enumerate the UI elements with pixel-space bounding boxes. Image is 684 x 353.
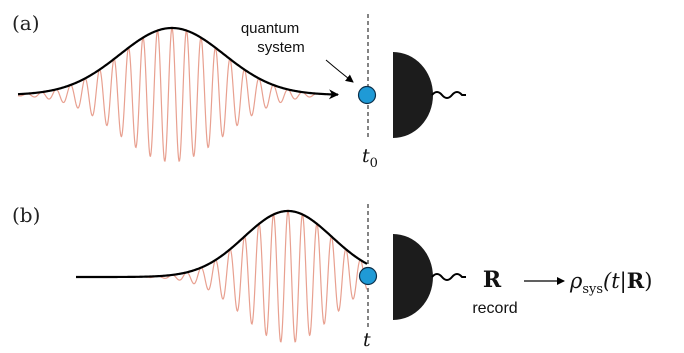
conditional-state-label: ρsys(t|R): [569, 268, 652, 297]
detector-halfdisc-icon: [393, 52, 433, 138]
time-label-a-base: t: [362, 145, 370, 167]
annotation-arrow: [325, 59, 354, 83]
pulse-envelope-a: [17, 26, 339, 100]
blue-dot-icon: [358, 266, 378, 286]
time-label-a-sub: 0: [370, 156, 378, 171]
rho-args-close: ): [644, 269, 652, 293]
quantum-system-label-line2: system: [257, 39, 305, 56]
panel-a: (a) quantum system t0: [12, 11, 466, 171]
record-label: record: [472, 300, 517, 317]
panel-b-label: (b): [12, 203, 40, 227]
carrier-wave-a: [17, 26, 321, 162]
blue-dot-icon: [357, 85, 377, 105]
detector-halfdisc-icon: [393, 234, 433, 320]
pulse-envelope-b: [76, 209, 368, 279]
time-label-b: t: [363, 329, 371, 351]
panel-b: (b) R record ρsys(t|R) t: [12, 203, 652, 351]
rho-args-R: R: [627, 268, 645, 293]
detector-output-wire-a: [431, 91, 466, 99]
quantum-system-label-line1: quantum: [241, 20, 299, 37]
rho-symbol: ρ: [569, 269, 583, 293]
rho-args-open: (t|: [603, 269, 627, 294]
record-symbol: R: [483, 267, 502, 293]
time-label-a: t0: [362, 145, 378, 171]
rho-subscript: sys: [582, 282, 603, 297]
panel-a-label: (a): [12, 11, 40, 35]
detector-output-wire-b: [431, 273, 466, 281]
